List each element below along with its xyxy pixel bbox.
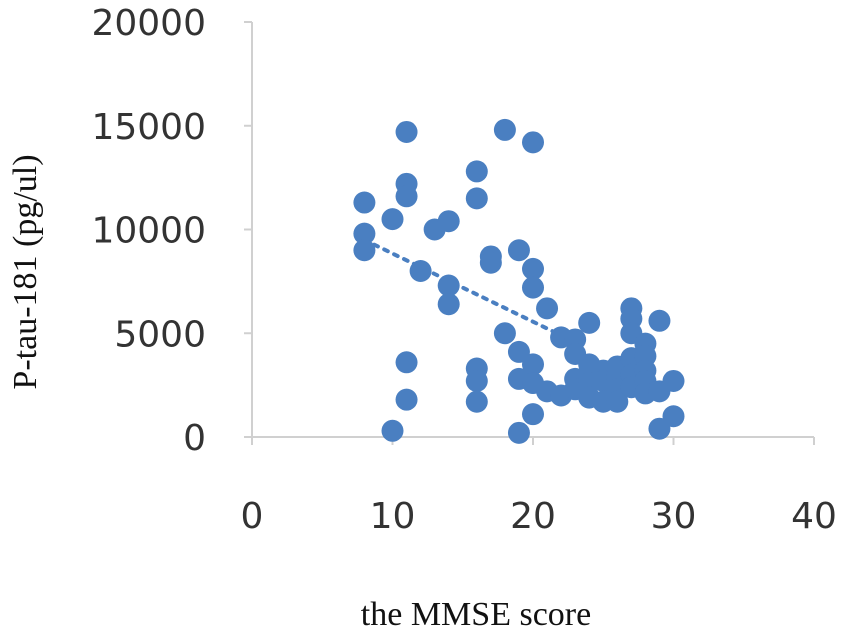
data-point xyxy=(353,191,376,214)
data-point xyxy=(507,421,530,444)
data-point xyxy=(465,369,488,392)
data-point xyxy=(437,210,460,233)
data-point xyxy=(662,405,685,428)
data-point xyxy=(493,118,516,141)
y-axis-label: P-tau-181 (pg/ul) xyxy=(7,154,44,389)
data-point xyxy=(395,388,418,411)
y-tick-label: 10000 xyxy=(91,211,206,252)
trendline-group xyxy=(362,237,564,338)
y-tick-label: 20000 xyxy=(91,3,206,44)
x-tick-label: 0 xyxy=(241,496,264,537)
data-point xyxy=(353,222,376,245)
data-points xyxy=(353,118,685,444)
data-point xyxy=(507,340,530,363)
data-point xyxy=(522,276,544,299)
y-tick-label: 15000 xyxy=(91,107,206,148)
x-tick-label: 10 xyxy=(370,496,416,537)
data-point xyxy=(606,390,629,413)
data-point xyxy=(395,351,418,374)
data-point xyxy=(522,257,544,280)
data-point xyxy=(479,251,502,274)
data-point xyxy=(507,239,530,262)
trendline xyxy=(362,237,564,338)
data-point xyxy=(395,120,418,143)
data-point xyxy=(353,239,376,262)
y-tick-label: 5000 xyxy=(114,314,206,355)
x-axis-ticks: 0 10 20 30 40 xyxy=(241,437,837,537)
y-axis-ticks: 0 5000 10000 15000 20000 xyxy=(91,3,252,459)
data-point xyxy=(395,185,418,208)
data-point xyxy=(465,160,488,183)
x-tick-label: 40 xyxy=(791,496,837,537)
data-point xyxy=(409,260,432,282)
data-point xyxy=(465,187,488,210)
data-point xyxy=(522,131,544,154)
data-point xyxy=(578,311,601,334)
x-tick-label: 30 xyxy=(651,496,697,537)
data-point xyxy=(437,293,460,316)
data-point xyxy=(381,419,404,442)
x-tick-label: 20 xyxy=(510,496,556,537)
data-point xyxy=(522,403,544,426)
data-point xyxy=(493,322,516,345)
data-point xyxy=(662,369,685,392)
data-point xyxy=(522,353,544,376)
data-point xyxy=(381,208,404,231)
data-point xyxy=(648,417,671,440)
data-point xyxy=(437,274,460,297)
x-axis-label: the MMSE score xyxy=(361,596,591,633)
data-point xyxy=(648,309,671,332)
data-point xyxy=(536,297,559,320)
y-tick-label: 0 xyxy=(183,418,206,459)
data-point xyxy=(465,390,488,413)
